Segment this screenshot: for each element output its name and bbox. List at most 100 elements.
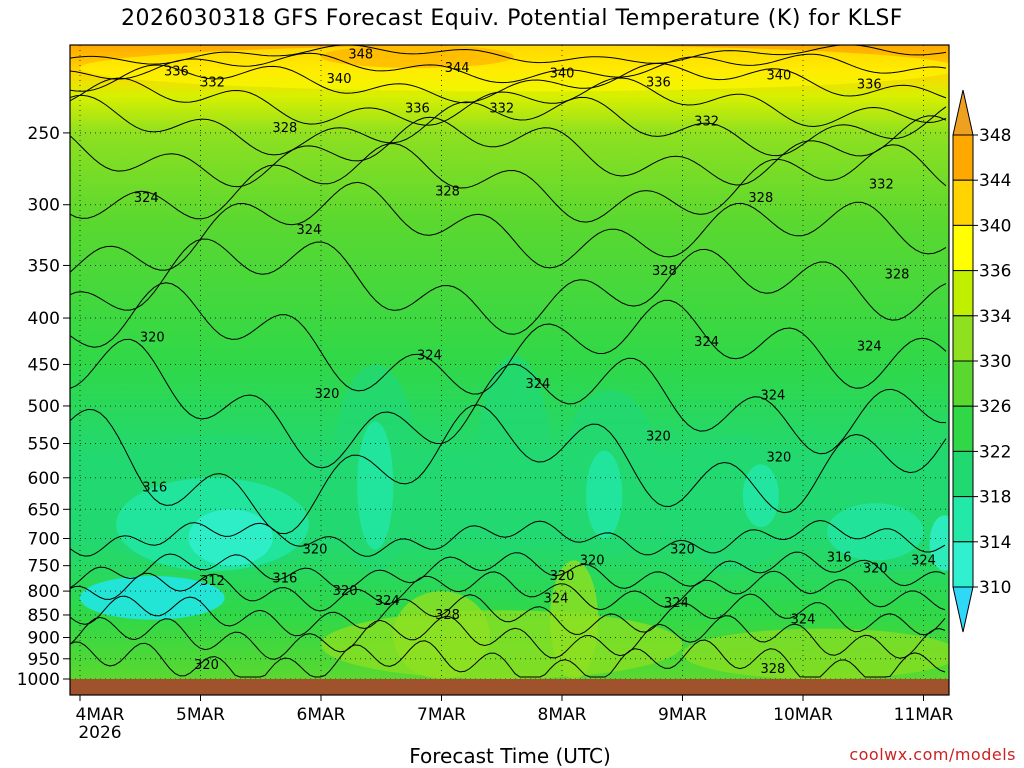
x-tick-label: 6MAR (297, 705, 346, 725)
x-tick-label: 5MAR (176, 705, 225, 725)
y-tick-label: 350 (28, 256, 60, 276)
field-feature (80, 576, 225, 620)
contour-label: 320 (646, 429, 671, 444)
surface-bar (70, 679, 949, 695)
colorbar-segment (952, 134, 974, 181)
colorbar-segment (952, 360, 974, 407)
field-feature (321, 610, 683, 679)
contour-label: 320 (863, 561, 888, 576)
y-tick-label: 700 (28, 529, 60, 549)
credit-link[interactable]: coolwx.com/models (849, 745, 1016, 764)
contour-lines (70, 45, 947, 678)
contour-label: 328 (435, 608, 460, 623)
colorbar-min-arrow (952, 586, 974, 633)
contour-label: 320 (580, 553, 605, 568)
contour-line (70, 94, 947, 157)
grid-lines (70, 45, 949, 679)
contour-label: 316 (142, 480, 167, 495)
contour-label: 320 (550, 569, 575, 584)
x-tick-label: 11MAR (894, 705, 954, 725)
field-feature (586, 450, 623, 539)
colorbar-max-arrow (952, 89, 974, 136)
x-axis-title: Forecast Time (UTC) (409, 744, 611, 768)
field-features (80, 45, 949, 679)
colorbar-label: 340 (979, 216, 1011, 236)
colorbar-label: 314 (979, 533, 1011, 553)
contour-label: 320 (766, 451, 791, 466)
contour-label: 324 (791, 613, 816, 628)
contour-line (70, 52, 947, 84)
y-tick-label: 500 (28, 397, 60, 417)
colorbar-label: 344 (979, 171, 1011, 191)
contour-label: 320 (194, 658, 219, 673)
colorbar-label: 318 (979, 488, 1011, 508)
contour-label: 320 (670, 543, 695, 558)
contour-label: 320 (303, 543, 328, 558)
contour-label: 340 (327, 72, 352, 87)
contour-line (70, 338, 947, 469)
contour-label: 324 (694, 335, 719, 350)
y-tick-label: 550 (28, 434, 60, 454)
colorbar-segment (952, 541, 974, 588)
contour-line (70, 593, 946, 637)
field-feature (929, 515, 949, 571)
contour-line (70, 142, 947, 223)
contour-line (70, 639, 946, 678)
contour-label: 320 (140, 330, 165, 345)
contour-line (70, 62, 947, 104)
contour-label: 328 (885, 267, 910, 282)
contour-label: 336 (857, 77, 882, 92)
colorbar-label: 334 (979, 307, 1011, 327)
contour-label: 328 (272, 121, 297, 136)
y-tick-label: 650 (28, 500, 60, 520)
contour-label: 324 (525, 377, 550, 392)
contour-label: 316 (272, 572, 297, 587)
colorbar-segment (952, 270, 974, 317)
contour-label: 320 (333, 584, 358, 599)
contour-label: 312 (200, 574, 225, 589)
contour-label: 324 (664, 596, 689, 611)
contour-label: 328 (652, 264, 677, 279)
contour-line (70, 570, 946, 612)
x-tick-sublabel: 2026 (78, 723, 121, 743)
contour-label: 332 (869, 178, 894, 193)
colorbar-segment (952, 405, 974, 452)
y-tick-label: 300 (28, 196, 60, 216)
colorbar-segment (952, 315, 974, 362)
contour-label: 348 (348, 48, 373, 63)
plot-area: 348 344 340 340 340 336 336 336 336 332 332 332 332 3… (70, 45, 949, 679)
contour-label: 324 (375, 594, 400, 609)
contour-line (70, 282, 947, 395)
contour-label: 336 (164, 65, 189, 80)
contour-line (70, 115, 947, 188)
contour-label: 340 (766, 68, 791, 83)
colorbar-label: 310 (979, 578, 1011, 598)
colorbar-label: 322 (979, 442, 1011, 462)
field-feature (357, 421, 394, 550)
contour-label: 344 (445, 61, 470, 76)
y-tick-label: 850 (28, 606, 60, 626)
y-tick-label: 1000 (17, 670, 60, 690)
contour-label: 324 (417, 349, 442, 364)
contour-line (70, 519, 946, 557)
contour-label: 336 (405, 102, 430, 117)
x-tick-label: 4MAR (76, 705, 125, 725)
contour-label: 332 (200, 76, 225, 91)
x-tick-label: 7MAR (417, 705, 466, 725)
contour-line (70, 45, 947, 65)
colorbar-label: 330 (979, 352, 1011, 372)
field-feature (682, 628, 949, 679)
x-tick-label: 9MAR (658, 705, 707, 725)
contour-label: 328 (748, 191, 773, 206)
contour-line (70, 238, 947, 335)
colorbar-segment (952, 450, 974, 498)
contour-label: 328 (435, 184, 460, 199)
contour-label: 324 (911, 553, 936, 568)
colorbar-label: 348 (979, 126, 1011, 146)
colorbar-segment (952, 224, 974, 272)
field-feature (321, 45, 514, 68)
y-axis: 2503003504004505005506006507007508008509… (17, 124, 70, 690)
contour-label: 316 (827, 551, 852, 566)
